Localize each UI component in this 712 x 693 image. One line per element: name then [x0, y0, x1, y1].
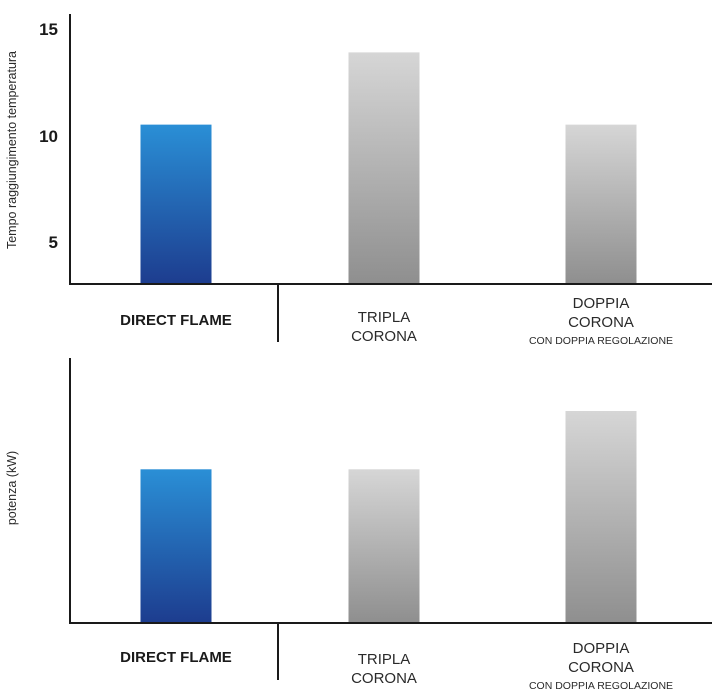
x-category-label: CORONA: [568, 659, 634, 676]
chart-heating-time: Tempo raggiungimento temperatura 15 10 5 DIR…: [5, 14, 712, 347]
x-category-sublabel: CON DOPPIA REGOLAZIONE: [529, 335, 673, 347]
x-category-label: DOPPIA: [573, 295, 630, 312]
bar: [348, 52, 420, 283]
bar: [140, 469, 212, 622]
x-category-label: TRIPLA: [358, 651, 411, 668]
bar: [348, 469, 420, 622]
x-category-sublabel: CON DOPPIA REGOLAZIONE: [529, 680, 673, 692]
x-category-label: DOPPIA: [573, 640, 630, 657]
y-tick-label: 5: [49, 233, 58, 252]
x-category-label: TRIPLA: [358, 309, 411, 326]
x-category-label: CORONA: [568, 314, 634, 331]
y-axis-label: Tempo raggiungimento temperatura: [5, 51, 19, 249]
x-category-label: CORONA: [351, 670, 417, 687]
bar: [140, 124, 212, 283]
x-category-label: CORONA: [351, 328, 417, 345]
x-category-label: DIRECT FLAME: [120, 649, 232, 666]
y-axis-label: potenza (kW): [5, 451, 19, 525]
bar: [565, 411, 637, 622]
y-tick-label: 15: [39, 20, 58, 39]
x-category-label: DIRECT FLAME: [120, 312, 232, 329]
y-tick-label: 10: [39, 127, 58, 146]
chart-power: potenza (kW) DIRECT FLAME TRIPLA CORONA DOPP…: [5, 358, 712, 692]
bar: [565, 124, 637, 283]
